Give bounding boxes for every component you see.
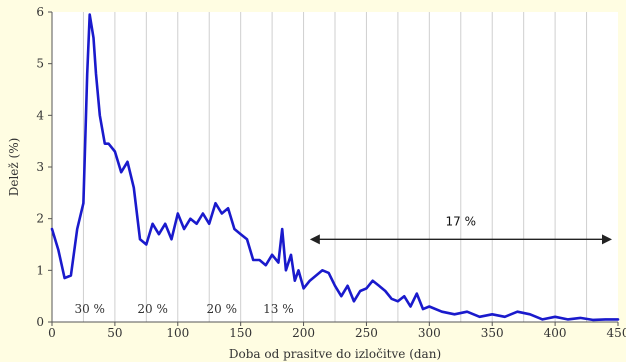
y-tick-label-1: 1: [36, 263, 44, 277]
x-tick-label-250: 250: [355, 326, 378, 340]
x-tick-label-200: 200: [292, 326, 315, 340]
range-arrow-head-right: [602, 234, 612, 245]
series-layer: [50, 13, 620, 322]
x-tick-label-350: 350: [481, 326, 504, 340]
annotation-label-0: 30 %: [74, 302, 105, 316]
range-arrow-head-left: [309, 234, 320, 245]
annotations: 30 % 20 % 20 % 13 % 17 %: [74, 214, 612, 316]
x-tick-label-100: 100: [166, 326, 189, 340]
y-tick-label-3: 3: [36, 160, 44, 174]
annotation-label-3: 13 %: [263, 302, 294, 316]
y-tick-label-0: 0: [36, 315, 44, 329]
x-tick-label-150: 150: [229, 326, 252, 340]
x-axis-ticks: 0 50 100 150 200 250 300 350 400 450: [48, 322, 626, 340]
x-tick-label-0: 0: [48, 326, 56, 340]
y-axis-title: Delež (%): [7, 138, 21, 197]
x-axis-title: Doba od prasitve do izločitve (dan): [229, 347, 441, 361]
x-tick-label-450: 450: [607, 326, 626, 340]
annotation-label-2: 20 %: [207, 302, 238, 316]
series-line-0: [50, 13, 620, 322]
x-tick-label-300: 300: [418, 326, 441, 340]
x-tick-label-50: 50: [107, 326, 122, 340]
gridlines: [82, 12, 588, 322]
annotation-label-4: 17 %: [446, 214, 477, 228]
y-tick-label-6: 6: [36, 5, 44, 19]
x-tick-label-400: 400: [544, 326, 567, 340]
y-tick-label-2: 2: [36, 212, 44, 226]
y-tick-label-4: 4: [36, 108, 44, 122]
y-axis-ticks: 0 1 2 3 4 5 6: [36, 5, 52, 329]
y-tick-label-5: 5: [36, 57, 44, 71]
annotation-label-1: 20 %: [137, 302, 168, 316]
